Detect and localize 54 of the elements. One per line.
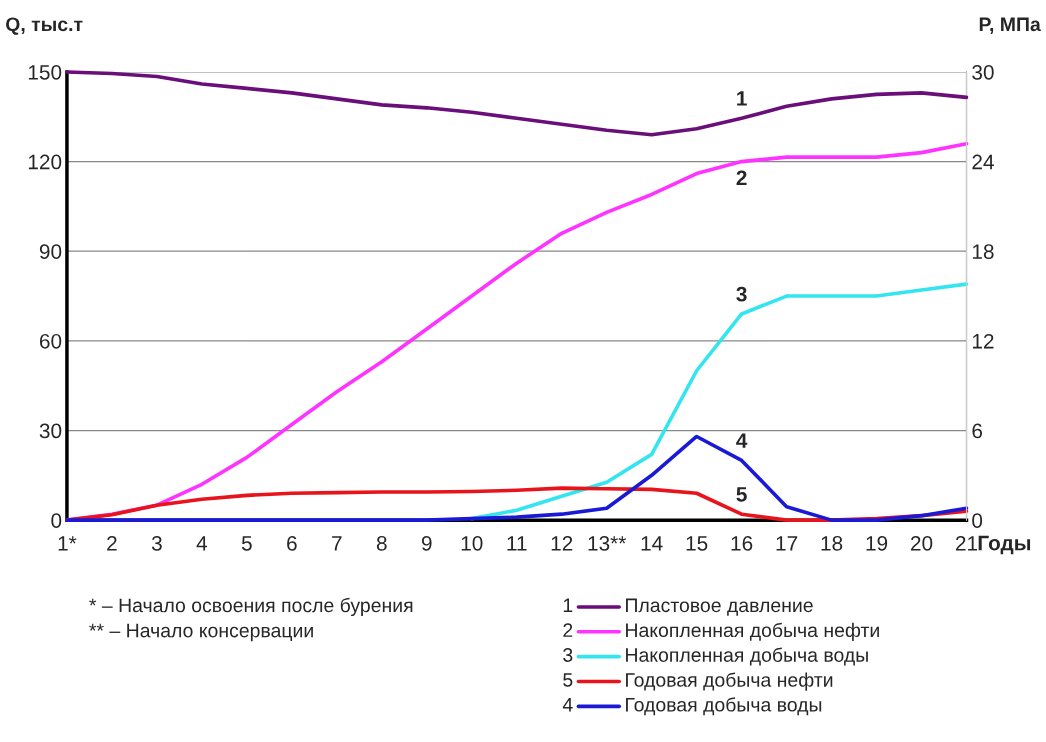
x-tick-label: 11 <box>507 536 527 551</box>
text: * – Начало освоения после бурения <box>89 597 413 617</box>
x-tick-label: 8 <box>376 535 387 551</box>
x-tick-label: 21 <box>955 535 978 551</box>
annotation: 5 <box>736 487 747 502</box>
x-tick-label: 13** <box>588 535 627 551</box>
x-tick-label: 10 <box>461 535 483 551</box>
y2-tick-label: 6 <box>972 423 983 439</box>
y-tick-label: 30 <box>39 423 62 439</box>
y-tick-label: 60 <box>39 333 62 349</box>
x-tick-label: 2 <box>107 535 117 551</box>
legend-label: Годовая добыча воды <box>626 697 822 716</box>
x-tick-label: 6 <box>287 535 297 551</box>
x-tick-label: 20 <box>910 535 933 551</box>
x-tick-label: 4 <box>196 536 208 551</box>
annotation: 4 <box>736 433 748 448</box>
x-tick-label: 7 <box>332 536 342 551</box>
annotation: 3 <box>736 286 747 302</box>
x-tick-label: 12 <box>551 535 573 551</box>
legend-label: Накопленная добыча нефти <box>626 622 879 641</box>
legend-label: Пластовое давление <box>626 598 813 616</box>
y2-tick-label: 30 <box>972 64 994 80</box>
y2-tick-label: 0 <box>972 513 983 528</box>
category-label: 2 <box>563 623 573 637</box>
text: 1 <box>563 598 573 612</box>
x-tick-label: 9 <box>421 535 432 551</box>
annotation: 1 <box>737 91 747 106</box>
y2-tick-label: 18 <box>972 244 994 259</box>
annotation: 2 <box>736 170 747 186</box>
y-tick-label: 120 <box>28 154 62 170</box>
x-axis-title: Годы <box>978 535 1031 555</box>
category-label: 3 <box>563 648 573 662</box>
x-tick-label: 19 <box>866 535 888 551</box>
x-tick-label: 14 <box>641 536 663 551</box>
y-tick-label: 90 <box>39 244 62 259</box>
y-tick-label: 150 <box>28 64 62 80</box>
line-series <box>65 70 969 137</box>
x-tick-label: 5 <box>241 536 252 551</box>
y2-tick-label: 12 <box>972 333 994 349</box>
legend-label: Годовая добыча нефти <box>626 672 833 691</box>
text: ** – Начало консервации <box>89 623 313 642</box>
y2-axis-title: P, МПа <box>979 17 1041 35</box>
category-label: 5 <box>563 673 573 687</box>
x-tick-label: 3 <box>151 535 162 551</box>
y-tick-label: 0 <box>51 513 62 528</box>
x-tick-label: 18 <box>821 535 843 551</box>
x-tick-label: 1* <box>58 536 77 551</box>
x-tick-label: 16 <box>731 535 753 551</box>
legend-label: Накопленная добыча воды <box>626 647 868 666</box>
x-tick-label: 15 <box>686 536 708 551</box>
x-tick-label: 17 <box>776 536 798 551</box>
y-axis-title: Q, тыс.т <box>6 17 83 35</box>
y2-tick-label: 24 <box>972 154 994 170</box>
category-label: 4 <box>562 698 573 712</box>
